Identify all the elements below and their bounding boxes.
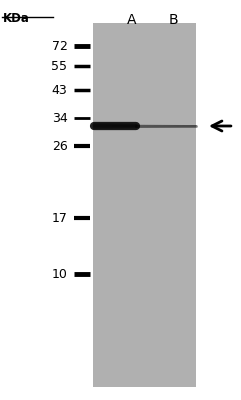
Text: 10: 10 [52, 268, 67, 280]
Bar [93, 23, 196, 387]
Text: 26: 26 [52, 140, 67, 152]
Text: 17: 17 [52, 212, 67, 224]
Text: 72: 72 [52, 40, 67, 52]
Text: A: A [127, 13, 136, 27]
Text: KDa: KDa [2, 12, 29, 25]
Text: B: B [169, 13, 178, 27]
Text: 34: 34 [52, 112, 67, 124]
Text: 43: 43 [52, 84, 67, 96]
Text: 55: 55 [52, 60, 67, 72]
